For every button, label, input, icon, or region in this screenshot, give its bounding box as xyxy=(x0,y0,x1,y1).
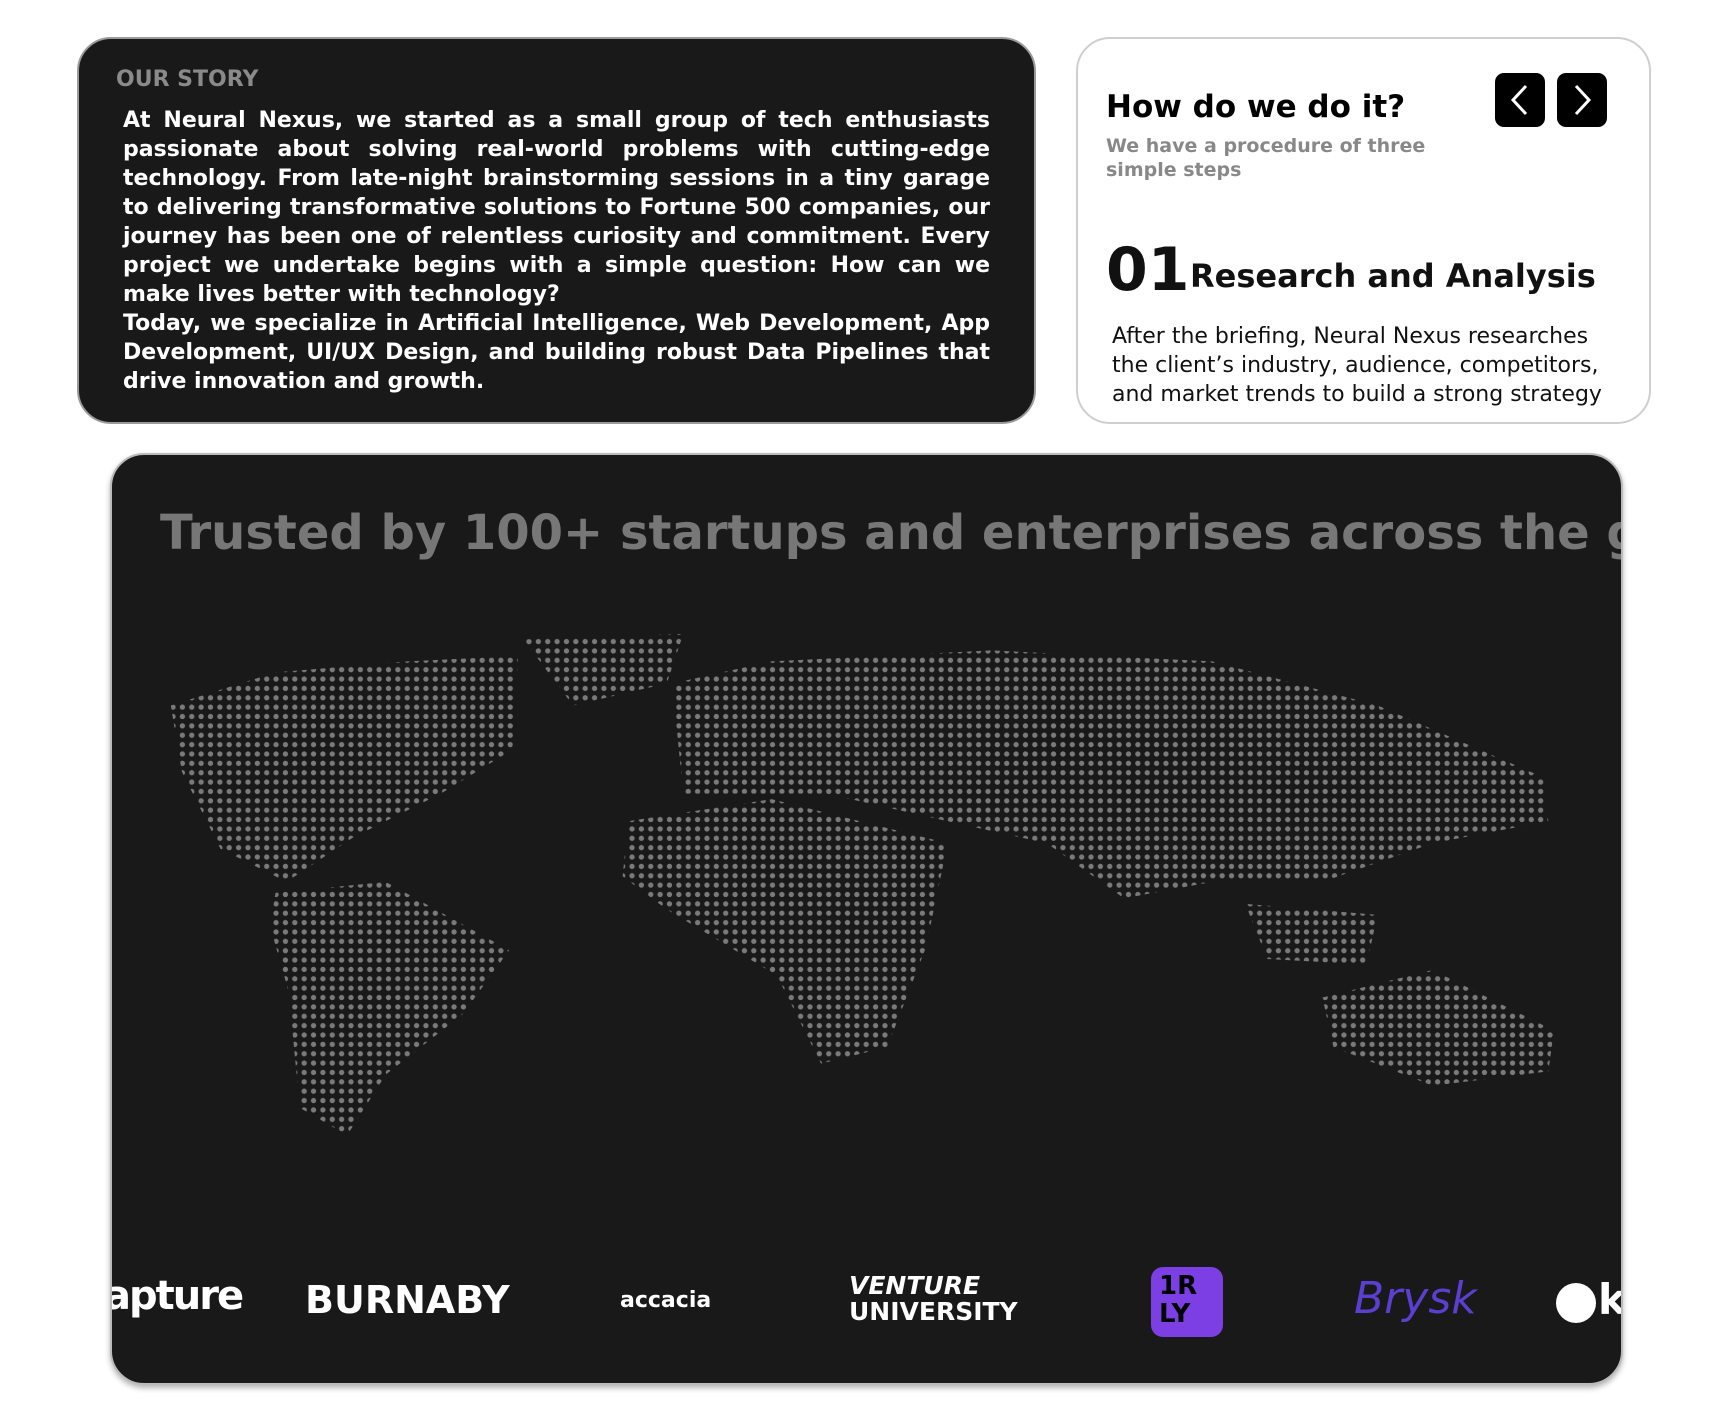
logo: UNIVERSITY xyxy=(849,1297,1018,1326)
logo: Brysk xyxy=(1354,1273,1477,1324)
section-label: OUR STORY xyxy=(116,67,259,92)
prev-button[interactable] xyxy=(1495,73,1545,127)
logo: VENTURE xyxy=(849,1271,981,1300)
step-description: After the briefing, Neural Nexus researc… xyxy=(1112,324,1602,407)
next-button[interactable] xyxy=(1557,73,1607,127)
step-title: Research and Analysis xyxy=(1190,257,1596,295)
step-number: 01 xyxy=(1106,235,1190,305)
paragraph: Today, we specialize in Artificial Intel… xyxy=(123,311,990,394)
logo-icon xyxy=(1556,1283,1596,1323)
logo: k xyxy=(1598,1275,1621,1324)
subtitle: We have a procedure of three simple step… xyxy=(1106,135,1426,181)
logo: apture xyxy=(110,1273,244,1319)
process-card: How do we do it? We have a procedure of … xyxy=(1076,37,1651,424)
logo: 1R xyxy=(1159,1271,1198,1301)
logo-icon: 1R LY xyxy=(1151,1267,1223,1337)
logo: LY xyxy=(1159,1299,1191,1329)
clients-card: Trusted by 100+ startups and enterprises… xyxy=(110,453,1623,1385)
heading: Trusted by 100+ startups and enterprises… xyxy=(160,505,1623,561)
logo: accacia xyxy=(620,1288,712,1313)
paragraph: At Neural Nexus, we started as a small g… xyxy=(123,108,990,307)
story-card: OUR STORY At Neural Nexus, we started as… xyxy=(77,37,1036,424)
world-map xyxy=(170,633,1554,1136)
heading: How do we do it? xyxy=(1106,89,1406,125)
logo: BURNABY xyxy=(305,1278,510,1322)
